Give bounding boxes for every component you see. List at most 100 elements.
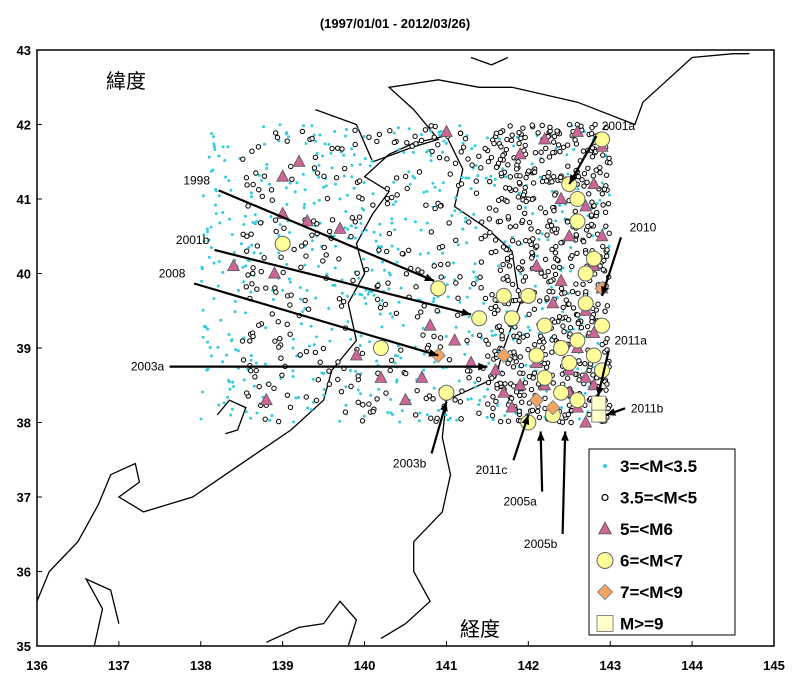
m35-point [519, 259, 526, 265]
m6-point [503, 310, 520, 327]
m35-point [320, 345, 327, 352]
m3-point [232, 384, 236, 388]
m35-point [599, 341, 605, 348]
annotation-arrow [561, 431, 567, 534]
m35-point [491, 310, 498, 317]
m35-point [302, 240, 309, 246]
m35-point [504, 255, 511, 262]
m3-point [305, 288, 309, 292]
m6-point [594, 131, 611, 148]
m35-point [563, 297, 569, 303]
m35-point [370, 408, 376, 415]
m35-point [490, 405, 496, 412]
m35-point [376, 247, 382, 253]
m5-point [530, 258, 544, 272]
m3-point [287, 277, 291, 281]
m6-point [561, 354, 578, 371]
m35-point [551, 319, 558, 325]
m35-point [329, 217, 336, 223]
m35-point [493, 207, 499, 213]
m35-point [509, 132, 515, 138]
coastline-5 [470, 56, 509, 66]
m35-point [415, 267, 421, 273]
m35-point [525, 346, 531, 353]
m35-point [424, 345, 430, 351]
m3-point [226, 395, 230, 399]
m35-point [275, 418, 282, 425]
m3-point [302, 124, 306, 128]
m3-point [442, 139, 446, 143]
m3-point [249, 416, 253, 420]
m35-point [466, 219, 472, 225]
m35-point [492, 303, 499, 310]
x-tick-label: 140 [354, 658, 376, 673]
m35-point [460, 144, 467, 150]
x-tick-label: 138 [190, 658, 212, 673]
coastline-2 [315, 53, 750, 163]
y-tick-label: 42 [17, 118, 31, 133]
annotation-arrowhead [569, 174, 578, 185]
m35-point [493, 164, 500, 171]
m3-point [533, 284, 537, 288]
m3-point [310, 124, 314, 128]
m3-point [213, 147, 217, 151]
m3-point [356, 388, 360, 392]
m6-point [372, 340, 389, 356]
m3-point [524, 363, 528, 367]
m3-point [281, 288, 285, 292]
m3-point [431, 300, 435, 304]
m35-point [543, 145, 549, 152]
m3-point [413, 220, 417, 224]
m35-point [522, 274, 529, 280]
m3-point [306, 406, 310, 410]
m6-point [569, 332, 586, 349]
m35-point [568, 419, 574, 426]
m35-point [569, 252, 575, 259]
m35-point [526, 311, 532, 318]
m3-point [201, 335, 205, 339]
m35-point [604, 303, 611, 309]
m35-point [259, 193, 265, 200]
m3-point [242, 280, 246, 284]
m35-point [588, 130, 595, 137]
coastline-3 [216, 399, 247, 435]
m3-point [253, 213, 257, 217]
m35-point [510, 364, 517, 370]
m35-point [313, 397, 320, 404]
m3-point [354, 226, 358, 230]
m35-point [556, 314, 563, 320]
m35-point [416, 169, 423, 175]
m3-point [242, 222, 246, 226]
m5-point [439, 124, 453, 137]
m35-point [272, 338, 278, 344]
m3-point [450, 214, 454, 218]
m3-point [350, 147, 354, 151]
m3-point [310, 248, 314, 252]
m3-point [292, 420, 296, 424]
m3-point [207, 238, 211, 242]
m35-point [253, 170, 259, 176]
m3-point [227, 179, 231, 183]
m3-point [262, 125, 266, 129]
m35-point [478, 165, 484, 171]
m35-point [597, 164, 603, 171]
m3-point [444, 141, 448, 145]
m3-point [372, 230, 376, 234]
m6-point [585, 250, 602, 267]
m3-point [364, 302, 368, 306]
m3-point [251, 220, 255, 224]
m35-point [490, 394, 496, 400]
m35-point [503, 146, 510, 153]
m3-point [493, 177, 497, 181]
m3-point [475, 278, 479, 282]
m35-point [489, 291, 495, 298]
m3-point [252, 251, 256, 255]
m35-point [384, 195, 390, 202]
m35-point [324, 195, 331, 202]
m35-point [329, 145, 335, 152]
m35-point [534, 408, 541, 414]
m3-point [465, 295, 469, 299]
m3-point [397, 147, 401, 151]
m3-point [218, 221, 222, 225]
m35-point [514, 333, 520, 340]
